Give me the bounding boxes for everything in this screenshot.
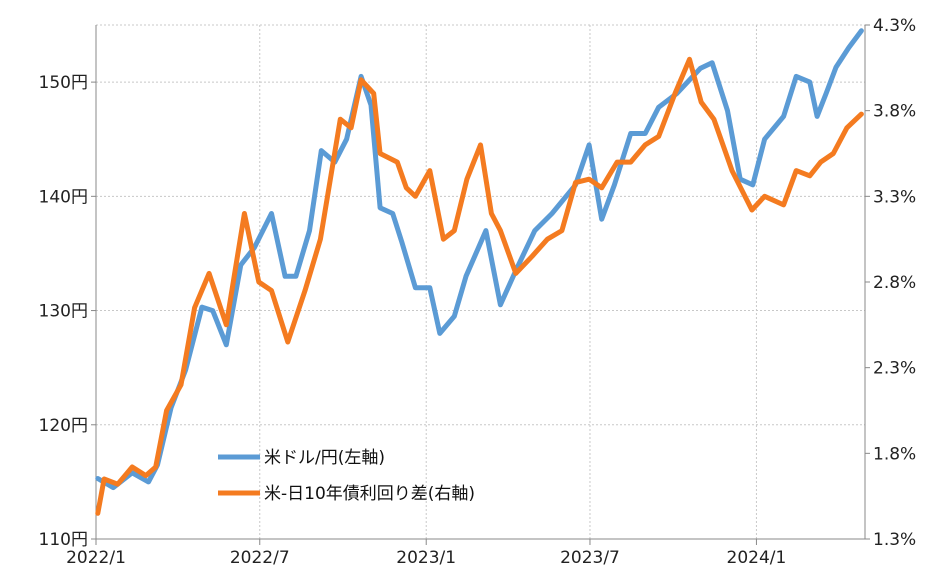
- y-right-tick-label: 2.3%: [873, 359, 916, 379]
- y-right-tick-label: 1.8%: [873, 444, 916, 464]
- y-left-tick-label: 150円: [39, 73, 88, 93]
- series-line-spread: [95, 56, 864, 516]
- x-tick-label: 2024/1: [727, 548, 787, 568]
- y-left-tick-label: 120円: [39, 416, 88, 436]
- y-right-tick-label: 4.3%: [873, 16, 916, 36]
- x-tick-label: 2022/7: [230, 548, 290, 568]
- legend: 米ドル/円(左軸) 米-日10年債利回り差(右軸): [218, 448, 475, 504]
- y-left-tick-label: 110円: [39, 530, 88, 550]
- x-tick-label: 2023/7: [560, 548, 620, 568]
- legend-label-spread: 米-日10年債利回り差(右軸): [264, 484, 475, 504]
- tick-labels: 110円 120円 130円 140円 150円 2022/1 2022/7 2023/1 20…: [39, 16, 917, 568]
- series-line-usdjpy: [95, 28, 864, 491]
- y-right-tick-label: 1.3%: [873, 530, 916, 550]
- x-tick-label: 2022/1: [66, 548, 126, 568]
- y-left-tick-label: 140円: [39, 187, 88, 207]
- y-right-tick-label: 3.3%: [873, 187, 916, 207]
- axes: [91, 24, 870, 545]
- series-group: [95, 28, 864, 516]
- y-right-tick-label: 2.8%: [873, 273, 916, 293]
- x-tick-label: 2023/1: [396, 548, 456, 568]
- y-right-tick-label: 3.8%: [873, 102, 916, 122]
- legend-label-usdjpy: 米ドル/円(左軸): [264, 448, 385, 468]
- y-left-tick-label: 130円: [39, 302, 88, 322]
